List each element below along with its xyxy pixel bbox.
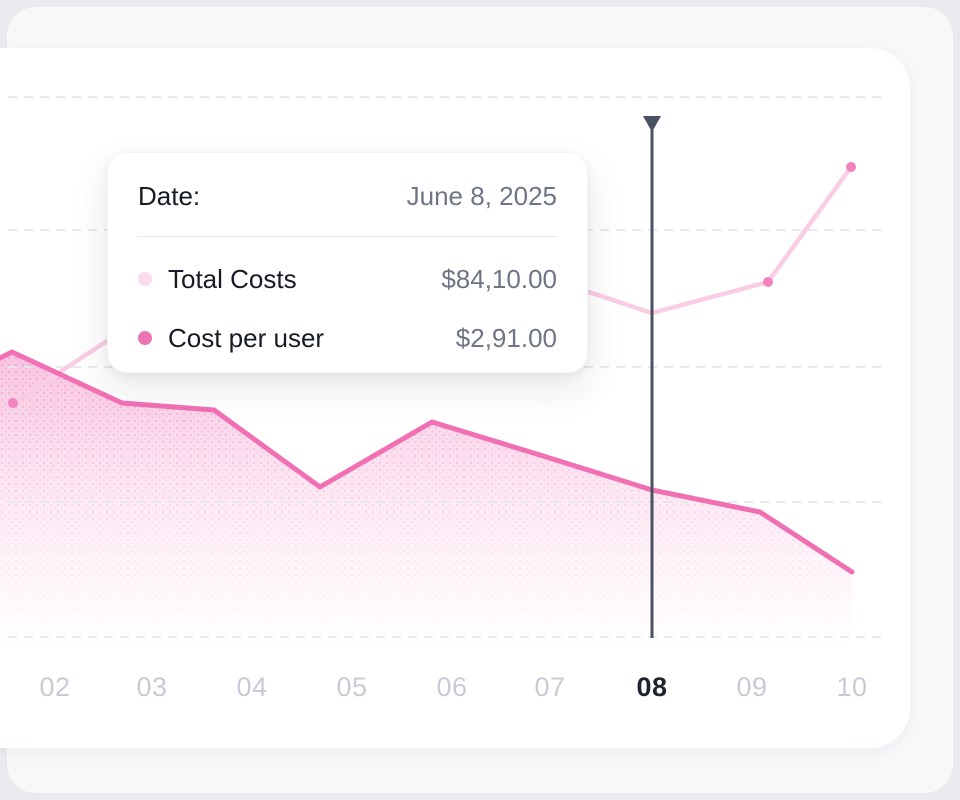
x-axis-label-04[interactable]: 04 [236, 672, 268, 702]
x-axis-label-07[interactable]: 07 [534, 672, 566, 702]
point-dot [763, 277, 773, 287]
x-axis: 02 03 04 05 06 07 08 09 10 [0, 660, 910, 720]
tooltip-row: Cost per user $2,91.00 [138, 321, 557, 355]
series-label: Total Costs [168, 263, 297, 294]
series-dot-icon [138, 272, 152, 286]
chart-tooltip: Date: June 8, 2025 Total Costs $84,10.00 C… [107, 152, 588, 373]
x-axis-label-10[interactable]: 10 [836, 672, 868, 702]
series-value: $2,91.00 [455, 322, 557, 353]
point-dot [846, 162, 856, 172]
x-axis-label-06[interactable]: 06 [436, 672, 468, 702]
point-dot [8, 398, 18, 408]
series-value: $84,10.00 [441, 263, 557, 294]
cost-per-user-line [0, 349, 855, 575]
x-axis-label-08[interactable]: 08 [636, 672, 668, 702]
x-axis-label-09[interactable]: 09 [736, 672, 768, 702]
x-axis-label-05[interactable]: 05 [336, 672, 368, 702]
x-axis-label-03[interactable]: 03 [136, 672, 168, 702]
series-point-dots [8, 162, 856, 408]
tooltip-series-rows: Total Costs $84,10.00 Cost per user $2,91.0… [138, 262, 557, 355]
chart-canvas[interactable] [0, 48, 910, 748]
date-value: June 8, 2025 [406, 180, 557, 211]
marker-triangle-icon[interactable] [643, 116, 661, 132]
cost-per-user-area [0, 352, 852, 646]
tooltip-row: Total Costs $84,10.00 [138, 262, 557, 296]
cost-per-user-area-fill [0, 352, 852, 646]
tooltip-date-row: Date: June 8, 2025 [138, 178, 557, 214]
series-dot-icon [138, 331, 152, 345]
x-axis-label-02[interactable]: 02 [39, 672, 71, 702]
series-label: Cost per user [168, 322, 325, 353]
date-label: Date: [138, 180, 201, 211]
tooltip-divider [138, 236, 557, 237]
selected-date-marker[interactable] [643, 116, 661, 638]
chart-card: 02 03 04 05 06 07 08 09 10 Date: June 8, 2025 To… [0, 48, 910, 748]
